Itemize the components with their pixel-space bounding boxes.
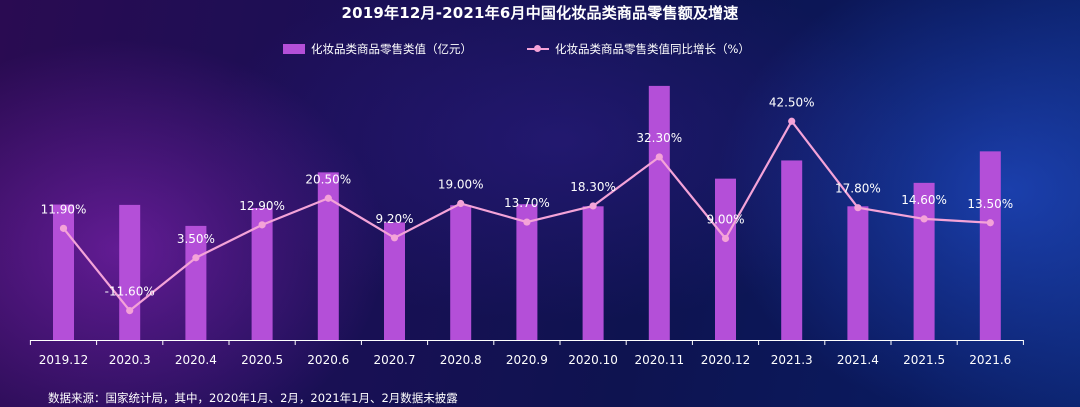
bar xyxy=(781,160,803,340)
growth-data-label: 32.30% xyxy=(636,131,682,145)
bar xyxy=(648,85,670,341)
legend-bar-swatch xyxy=(283,44,305,54)
growth-data-label: -11.60% xyxy=(105,285,155,299)
x-tick-label: 2021.3 xyxy=(771,353,813,367)
growth-point xyxy=(920,215,928,223)
bar xyxy=(119,204,141,340)
bar xyxy=(913,182,935,340)
legend-label-bar: 化妆品类商品零售类值（亿元） xyxy=(311,42,472,56)
x-tick-label: 2020.3 xyxy=(109,353,151,367)
growth-point xyxy=(258,221,266,229)
growth-point xyxy=(854,204,862,212)
growth-point xyxy=(721,234,730,243)
x-tick-label: 2020.9 xyxy=(506,353,548,367)
growth-data-label: 13.70% xyxy=(504,196,550,210)
growth-data-label: 9.00% xyxy=(706,213,744,227)
bar xyxy=(516,204,538,340)
growth-point xyxy=(59,224,68,232)
growth-point xyxy=(655,153,663,161)
bar xyxy=(715,178,736,340)
growth-point xyxy=(192,254,200,262)
growth-point xyxy=(589,202,597,210)
growth-data-label: 11.90% xyxy=(41,202,87,216)
growth-data-label: 42.50% xyxy=(769,95,815,109)
x-tick-label: 2021.4 xyxy=(837,353,879,367)
x-tick-label: 2020.5 xyxy=(241,353,283,367)
legend-item-bar: 化妆品类商品零售类值（亿元） xyxy=(283,41,472,57)
x-tick-label: 2020.6 xyxy=(307,353,349,367)
x-tick-label: 2020.12 xyxy=(701,353,751,367)
legend-item-line: 化妆品类商品零售类值同比增长（%） xyxy=(527,41,750,57)
growth-data-label: 14.60% xyxy=(901,193,947,207)
growth-data-label: 19.00% xyxy=(438,178,484,192)
growth-data-label: 9.20% xyxy=(375,212,413,226)
legend: 化妆品类商品零售类值（亿元） 化妆品类商品零售类值同比增长（%） xyxy=(0,41,1080,59)
growth-data-label: 17.80% xyxy=(835,182,881,196)
bar xyxy=(53,204,74,340)
x-tick-label: 2020.10 xyxy=(568,353,618,367)
bar xyxy=(847,206,869,340)
growth-point xyxy=(324,194,332,202)
x-tick-label: 2019.12 xyxy=(39,353,89,367)
legend-label-line: 化妆品类商品零售类值同比增长（%） xyxy=(555,42,750,56)
bar xyxy=(582,206,604,340)
growth-point xyxy=(457,199,465,208)
bar xyxy=(251,208,273,340)
growth-point xyxy=(390,234,399,242)
x-tick-label: 2020.4 xyxy=(175,353,217,367)
growth-point xyxy=(126,307,134,315)
x-tick-label: 2020.7 xyxy=(374,353,416,367)
growth-data-label: 18.30% xyxy=(570,180,616,194)
growth-data-label: 20.50% xyxy=(305,172,351,186)
legend-line-swatch xyxy=(527,44,549,54)
growth-point xyxy=(523,218,531,226)
x-tick-label: 2020.11 xyxy=(634,353,684,367)
growth-point xyxy=(986,219,994,227)
bar xyxy=(384,222,405,340)
growth-data-label: 3.50% xyxy=(177,232,215,246)
bar xyxy=(317,172,339,340)
x-tick-label: 2021.5 xyxy=(903,353,945,367)
bar xyxy=(450,205,472,340)
growth-data-label: 12.90% xyxy=(239,199,285,213)
chart-title: 2019年12月-2021年6月中国化妆品类商品零售额及增速 xyxy=(341,4,739,22)
growth-data-label: 13.50% xyxy=(967,197,1013,211)
x-tick-label: 2020.8 xyxy=(440,353,482,367)
bar xyxy=(979,151,1001,340)
x-tick-label: 2021.6 xyxy=(969,353,1011,367)
source-note: 数据来源：国家统计局，其中，2020年1月、2月，2021年1月、2月数据未披露 xyxy=(48,391,458,405)
growth-point xyxy=(788,117,796,125)
